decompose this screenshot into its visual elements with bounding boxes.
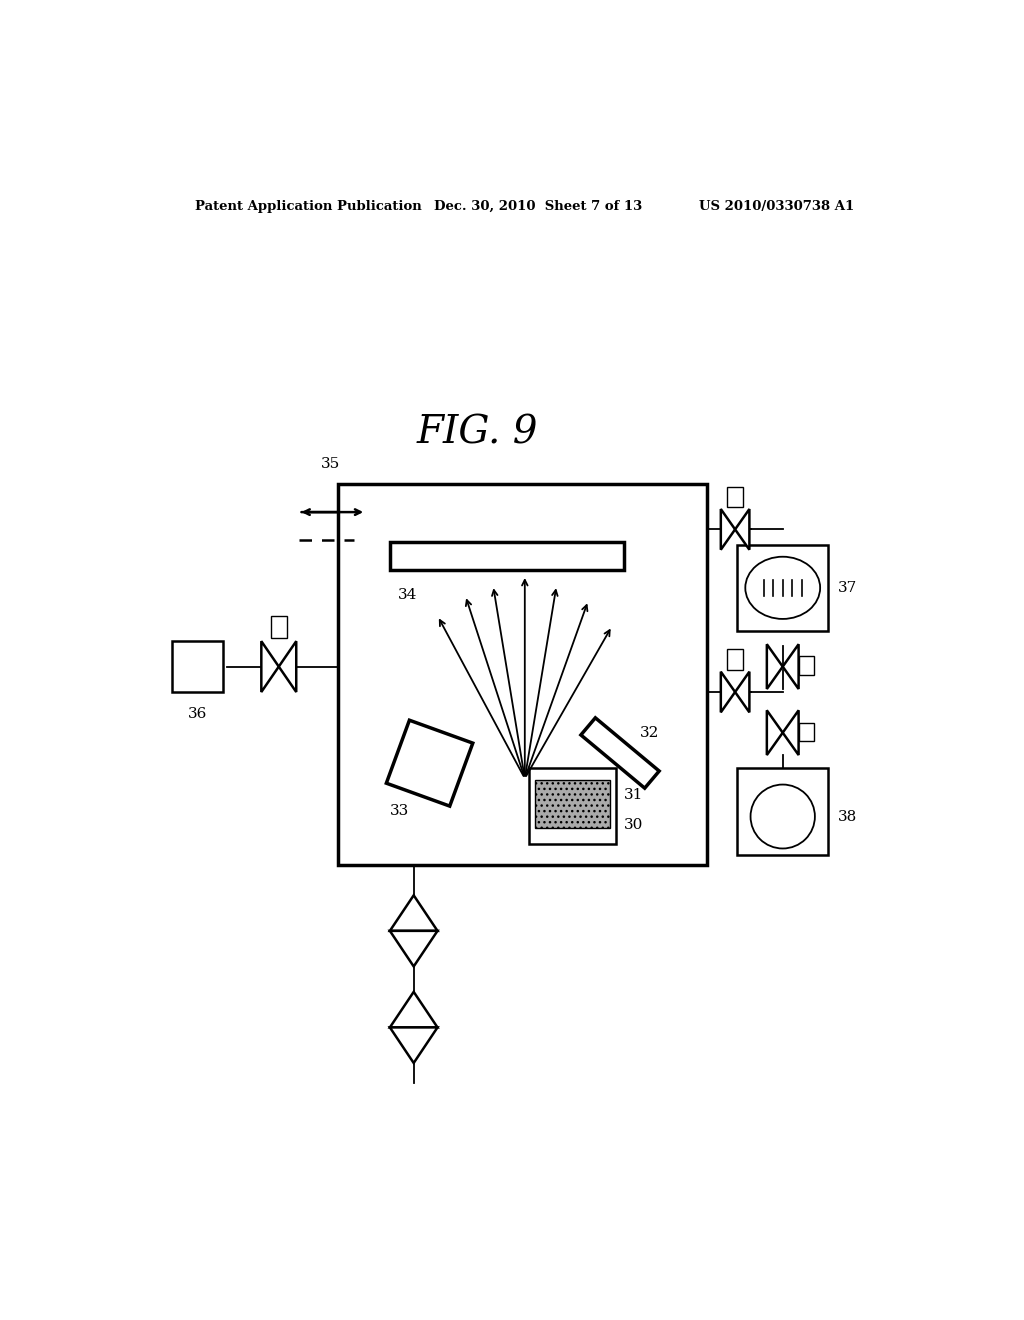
- Polygon shape: [261, 642, 279, 692]
- Polygon shape: [279, 642, 296, 692]
- Text: 31: 31: [624, 788, 643, 803]
- Polygon shape: [767, 644, 782, 689]
- Text: FIG. 9: FIG. 9: [417, 414, 538, 451]
- Bar: [799, 656, 814, 675]
- Bar: [737, 768, 828, 854]
- Polygon shape: [767, 710, 782, 755]
- Text: 32: 32: [640, 726, 659, 739]
- Text: 34: 34: [397, 589, 417, 602]
- Polygon shape: [390, 1027, 437, 1063]
- Bar: [799, 722, 814, 741]
- Text: 37: 37: [838, 581, 857, 595]
- Text: Patent Application Publication: Patent Application Publication: [196, 199, 422, 213]
- Text: 36: 36: [188, 708, 207, 721]
- Bar: [536, 780, 609, 828]
- Text: US 2010/0330738 A1: US 2010/0330738 A1: [699, 199, 855, 213]
- Text: Dec. 30, 2010  Sheet 7 of 13: Dec. 30, 2010 Sheet 7 of 13: [433, 199, 642, 213]
- Polygon shape: [782, 644, 799, 689]
- Text: 33: 33: [390, 804, 410, 818]
- Bar: [727, 649, 743, 669]
- Polygon shape: [735, 672, 750, 713]
- Bar: [737, 545, 828, 631]
- Bar: [528, 768, 616, 845]
- Polygon shape: [390, 991, 437, 1027]
- Bar: [581, 718, 659, 788]
- Bar: [727, 487, 743, 507]
- Polygon shape: [735, 510, 750, 549]
- Text: 35: 35: [321, 458, 340, 471]
- Polygon shape: [782, 710, 799, 755]
- Bar: [386, 721, 473, 807]
- Ellipse shape: [745, 557, 820, 619]
- Polygon shape: [721, 672, 735, 713]
- Bar: [338, 483, 708, 865]
- Text: 30: 30: [624, 818, 643, 833]
- Bar: [172, 642, 223, 692]
- Bar: [390, 541, 624, 570]
- Polygon shape: [390, 931, 437, 966]
- Text: 38: 38: [838, 809, 857, 824]
- Bar: [270, 615, 287, 638]
- Polygon shape: [721, 510, 735, 549]
- Circle shape: [751, 784, 815, 849]
- Polygon shape: [390, 895, 437, 931]
